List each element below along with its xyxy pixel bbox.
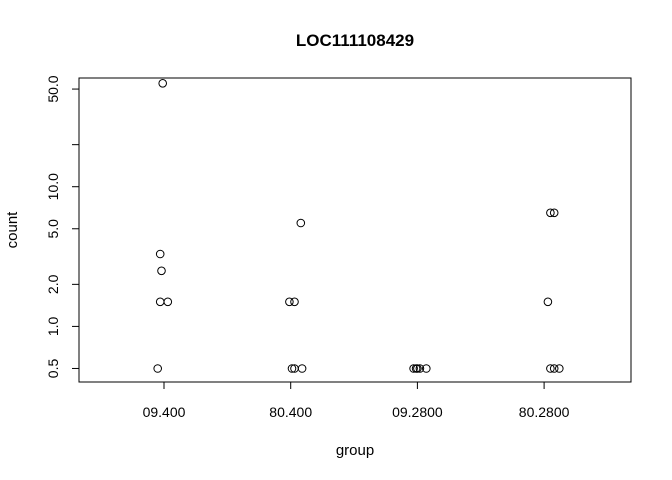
data-point — [153, 364, 162, 373]
data-point — [157, 266, 166, 276]
data-point — [413, 364, 422, 373]
data-point — [290, 297, 299, 307]
chart-title: LOC111108429 — [296, 31, 414, 50]
x-tick-label: 09.400 — [143, 404, 186, 420]
data-point — [543, 297, 553, 307]
x-tick-label: 09.2800 — [392, 404, 443, 420]
data-point — [546, 208, 555, 218]
y-tick-label: 2.0 — [45, 274, 61, 294]
y-tick-label: 10.0 — [45, 173, 61, 200]
data-point — [155, 297, 165, 307]
data-point — [297, 364, 307, 373]
data-point — [163, 297, 173, 307]
data-point — [549, 364, 559, 373]
data-point — [287, 364, 297, 373]
y-axis-label: count — [4, 211, 21, 249]
data-point — [285, 297, 294, 307]
data-point — [155, 249, 165, 259]
y-tick-label: 50.0 — [45, 75, 61, 102]
data-point — [415, 364, 425, 373]
data-point — [158, 79, 167, 88]
y-tick-label: 5.0 — [45, 219, 61, 239]
plot-frame — [78, 77, 632, 383]
y-tick-label: 0.5 — [45, 359, 61, 379]
x-tick-label: 80.2800 — [519, 404, 570, 420]
y-axis: 0.5 1.0 2.0 5.0 10.0 50.0 — [45, 75, 80, 379]
x-tick-label: 80.400 — [269, 404, 312, 420]
x-axis: 09.400 80.400 09.2800 80.2800 — [143, 381, 570, 420]
x-axis-label: group — [336, 442, 374, 459]
data-point — [409, 364, 418, 373]
data-point — [296, 218, 306, 228]
data-point — [555, 364, 564, 373]
data-point — [546, 364, 555, 373]
y-tick-label: 1.0 — [45, 316, 61, 336]
data-point — [549, 208, 559, 218]
data-point — [422, 364, 431, 373]
data-points — [153, 79, 564, 373]
